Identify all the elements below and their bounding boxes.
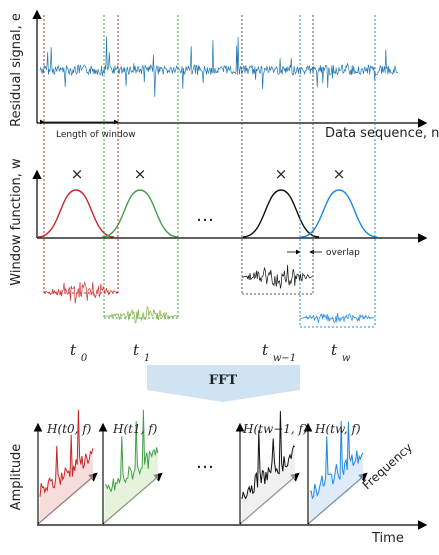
spectra-group (33, 409, 368, 525)
spectrum-title-2: H(tw−1, f) (242, 422, 308, 436)
residual-signal-panel: Residual signal, e Data sequence, n Leng… (9, 9, 439, 141)
window-3-curve (300, 189, 378, 238)
spectrum-0-trace (39, 409, 94, 497)
spectrum-3-fill (309, 420, 363, 524)
spectrum-titles: H(t0, f) H(t1, f) H(tw−1, f) H(tw, f) (46, 422, 361, 436)
windowed-segment-3 (299, 313, 375, 323)
windowed-segment-2 (242, 264, 313, 289)
spectra-ellipsis: … (196, 452, 214, 473)
multiply-symbol-1: × (134, 165, 147, 183)
window-boundary-guides (43, 15, 376, 328)
window-length-label: Length of window (56, 130, 136, 140)
window-ellipsis: … (196, 205, 214, 226)
fft-label: FFT (209, 373, 237, 388)
spectrum-title-3: H(tw, f) (314, 422, 361, 436)
spectrum-2-fill (241, 411, 295, 524)
residual-signal-axis-label: Residual signal, e (9, 13, 24, 127)
fft-arrow-shape (147, 365, 300, 402)
amplitude-axis-label: Amplitude (9, 444, 24, 511)
spectrum-0-fill (39, 409, 93, 524)
window-function-axis-label: Window function, w (9, 158, 24, 286)
window-2-curve (242, 189, 320, 238)
window-0-curve (37, 189, 115, 238)
window-function-panel: Window function, w × × × × … overlap (9, 158, 428, 286)
multiply-symbol-3: × (333, 165, 346, 183)
time-label-t1: t 1 (133, 341, 150, 364)
windowed-segment-1 (104, 305, 178, 324)
time-label-tw-minus-1: t w−1 (262, 341, 296, 364)
spectrum-title-0: H(t0, f) (46, 422, 92, 436)
window-1-curve (101, 189, 179, 238)
spectrum-1-trace (104, 409, 159, 493)
fft-arrow: FFT (147, 365, 300, 402)
overlap-label: overlap (326, 248, 360, 258)
time-label-tw: t w (331, 341, 351, 364)
multiply-symbol-0: × (71, 165, 84, 183)
time-labels: t 0 t 1 t w−1 t w (70, 341, 351, 364)
residual-signal-trace (39, 36, 398, 98)
windowed-segments (43, 264, 375, 324)
time-label-t0: t 0 (70, 341, 88, 364)
spectrum-2-trace (241, 411, 296, 500)
spectrum-1-fill (104, 409, 158, 524)
multiply-symbol-2: × (275, 165, 288, 183)
spectrum-title-1: H(t1, f) (112, 422, 158, 436)
frequency-axis-label: Frequency (360, 440, 415, 492)
spectrum-3-trace (309, 420, 364, 500)
windowed-segment-0 (43, 281, 118, 304)
time-axis-label: Time (371, 531, 404, 546)
data-sequence-axis-label: Data sequence, n (325, 126, 439, 141)
